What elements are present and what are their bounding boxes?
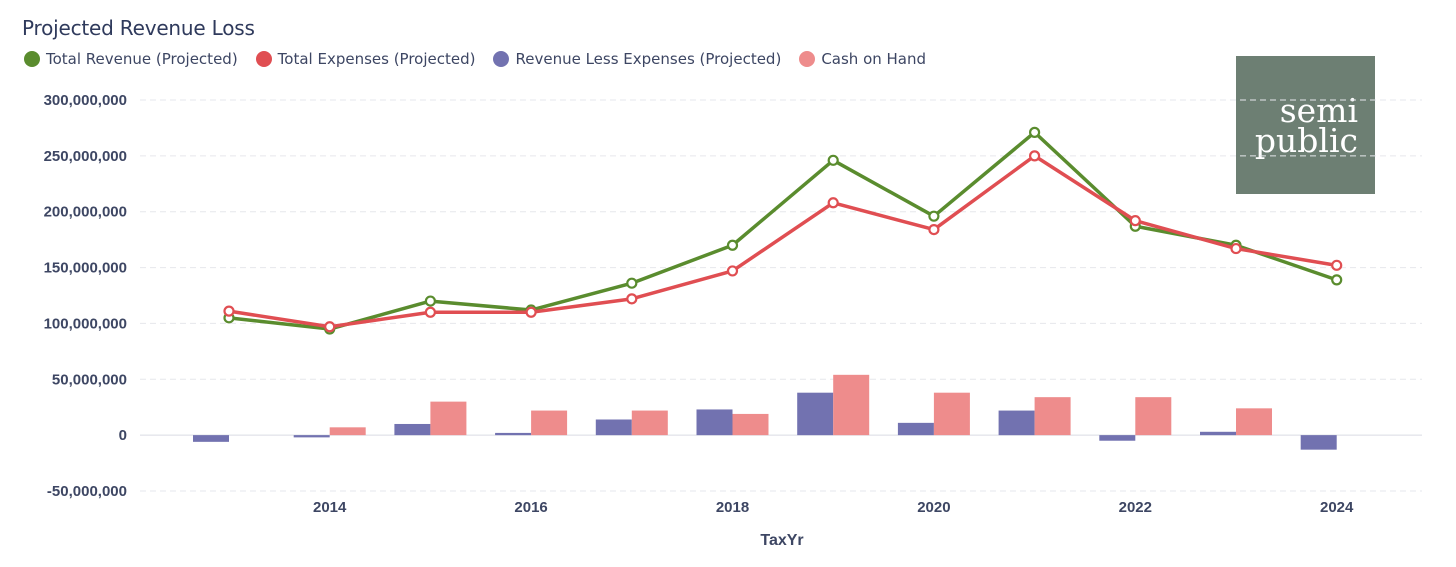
x-axis-title: TaxYr <box>760 532 803 549</box>
bar-cash-on-hand <box>933 392 970 436</box>
legend-item-revenue-less-expenses[interactable]: Revenue Less Expenses (Projected) <box>493 50 781 68</box>
semipublic-logo: semi public <box>1236 56 1375 194</box>
bar-revenue-less-expenses <box>193 435 229 442</box>
bar-revenue-less-expenses <box>897 422 934 436</box>
y-tick-label: 300,000,000 <box>44 92 127 109</box>
bar-cash-on-hand <box>833 374 870 436</box>
point-total-revenue <box>827 154 839 166</box>
bar-cash-on-hand <box>732 413 769 436</box>
point-total-expenses <box>827 197 839 209</box>
point-total-expenses <box>726 265 739 277</box>
line-layer <box>223 126 1343 335</box>
legend-item-total-expenses[interactable]: Total Expenses (Projected) <box>255 50 476 68</box>
y-tick-label: 0 <box>119 427 127 444</box>
point-total-expenses <box>1129 215 1141 227</box>
y-tick-label: 50,000,000 <box>52 371 127 388</box>
y-tick-label: 250,000,000 <box>44 148 127 165</box>
bar-layer <box>193 374 1337 450</box>
y-tick-label: 150,000,000 <box>44 260 127 277</box>
line-total-revenue <box>228 130 1338 331</box>
legend-swatch-total-revenue <box>24 51 40 67</box>
legend-swatch-revenue-less-expenses <box>493 51 510 67</box>
point-total-revenue <box>726 239 739 251</box>
point-total-expenses <box>626 293 638 305</box>
bar-cash-on-hand <box>1135 397 1172 436</box>
point-total-expenses <box>928 223 940 236</box>
x-tick-label: 2016 <box>514 499 547 516</box>
point-total-revenue <box>1331 274 1343 286</box>
point-total-expenses <box>1028 150 1041 162</box>
bar-cash-on-hand <box>430 401 467 436</box>
bar-cash-on-hand <box>531 410 568 436</box>
point-total-revenue <box>424 295 436 307</box>
x-tick-label: 2022 <box>1119 499 1152 516</box>
y-tick-label: -50,000,000 <box>47 483 127 500</box>
bar-revenue-less-expenses <box>1099 435 1136 441</box>
bar-cash-on-hand <box>631 410 668 436</box>
legend: Total Revenue (Projected) Total Expenses… <box>24 50 944 68</box>
legend-swatch-cash-on-hand <box>799 51 816 67</box>
bar-revenue-less-expenses <box>1200 431 1236 436</box>
y-tick-label: 200,000,000 <box>44 204 127 221</box>
y-axis-ticks: 300,000,000 250,000,000 200,000,000 150,000… <box>44 92 127 500</box>
legend-swatch-total-expenses <box>255 51 272 67</box>
point-total-expenses <box>324 321 336 333</box>
x-tick-label: 2018 <box>716 499 749 516</box>
logo-line-2: public <box>1254 121 1358 160</box>
bar-revenue-less-expenses <box>1300 435 1337 450</box>
bar-revenue-less-expenses <box>495 432 532 436</box>
bar-revenue-less-expenses <box>595 419 632 436</box>
legend-label-total-expenses: Total Expenses (Projected) <box>277 50 476 68</box>
bar-cash-on-hand <box>329 427 366 436</box>
x-tick-label: 2024 <box>1320 499 1354 516</box>
point-total-expenses <box>1230 242 1242 255</box>
point-total-expenses <box>1331 259 1343 271</box>
chart-title: Projected Revenue Loss <box>22 16 255 40</box>
x-tick-label: 2020 <box>917 499 950 516</box>
legend-item-total-revenue[interactable]: Total Revenue (Projected) <box>24 50 238 68</box>
bar-revenue-less-expenses <box>797 392 834 436</box>
bar-revenue-less-expenses <box>998 410 1035 436</box>
line-total-expenses <box>228 154 1337 329</box>
x-tick-label: 2014 <box>313 499 347 516</box>
legend-item-cash-on-hand[interactable]: Cash on Hand <box>799 50 926 68</box>
bar-cash-on-hand <box>1034 397 1071 436</box>
bar-revenue-less-expenses <box>394 423 431 436</box>
point-total-revenue <box>1028 126 1041 138</box>
bar-cash-on-hand <box>1236 408 1272 436</box>
y-tick-label: 100,000,000 <box>44 315 127 332</box>
bar-revenue-less-expenses <box>696 409 733 436</box>
bar-revenue-less-expenses <box>293 435 330 438</box>
legend-label-total-revenue: Total Revenue (Projected) <box>46 50 238 68</box>
legend-label-cash-on-hand: Cash on Hand <box>821 50 927 68</box>
point-total-expenses <box>525 306 537 318</box>
point-total-revenue <box>626 277 638 289</box>
x-axis-ticks: 2014 2016 2018 2020 2022 2024 <box>313 499 1354 516</box>
legend-label-revenue-less-expenses: Revenue Less Expenses (Projected) <box>515 50 782 68</box>
point-total-expenses <box>424 306 436 318</box>
point-total-revenue <box>928 210 940 222</box>
point-total-expenses <box>223 305 235 317</box>
